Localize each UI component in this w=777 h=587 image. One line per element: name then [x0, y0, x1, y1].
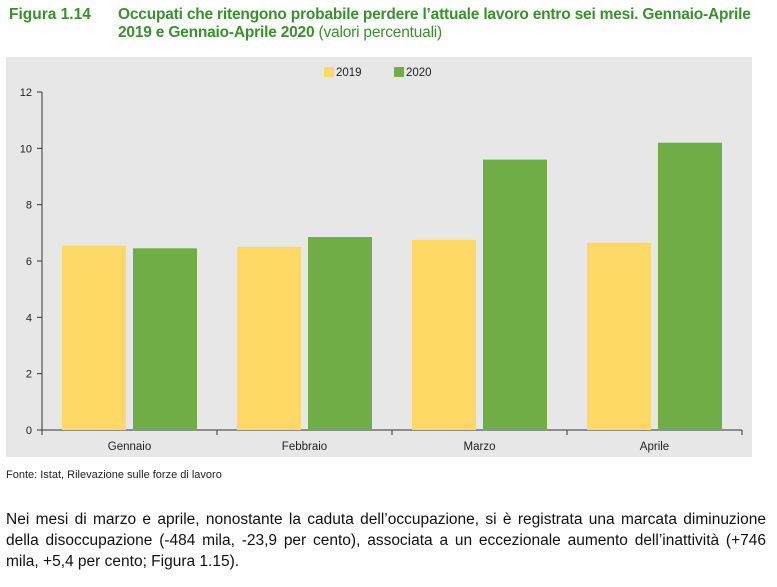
x-category-label: Marzo: [464, 441, 496, 453]
legend-label-2020: 2020: [406, 67, 432, 79]
bar-2019-marzo: [412, 239, 476, 430]
y-tick-label: 6: [26, 256, 32, 268]
bar-2020-febbraio: [308, 237, 372, 430]
figure-label: Figura 1.14: [9, 6, 91, 23]
bar-2019-gennaio: [62, 245, 126, 430]
x-category-label: Febbraio: [282, 441, 327, 453]
y-tick-label: 12: [20, 87, 32, 99]
bar-chart: 0 2 4 6 8 10 12 Gennaio Febbraio Marzo Aprile 2019 2…: [20, 67, 743, 453]
bar-2020-aprile: [658, 142, 722, 430]
legend-swatch-2020: [394, 67, 404, 77]
figure-title-text: Occupati che ritengono probabile perdere…: [118, 6, 751, 41]
bar-2019-aprile: [587, 242, 651, 430]
bar-2020-marzo: [483, 159, 547, 430]
y-tick-label: 0: [26, 425, 32, 437]
source-note: Fonte: Istat, Rilevazione sulle forze di…: [6, 469, 222, 481]
x-category-label: Gennaio: [108, 441, 151, 453]
bar-2020-gennaio: [133, 248, 197, 430]
bar-2019-febbraio: [237, 246, 301, 430]
x-category-label: Aprile: [640, 441, 669, 453]
legend-label-2019: 2019: [336, 67, 362, 79]
body-paragraph: Nei mesi di marzo e aprile, nonostante l…: [6, 511, 766, 570]
figure-unit: (valori percentuali): [318, 24, 443, 41]
y-tick-label: 4: [26, 312, 32, 324]
y-tick-label: 10: [20, 143, 32, 155]
y-tick-label: 8: [26, 200, 32, 212]
y-tick-label: 2: [26, 369, 32, 381]
chart-area: 0 2 4 6 8 10 12 Gennaio Febbraio Marzo Aprile 2019 2…: [6, 57, 752, 457]
legend-swatch-2019: [324, 67, 334, 77]
figure-title: Occupati che ritengono probabile perdere…: [118, 6, 768, 42]
